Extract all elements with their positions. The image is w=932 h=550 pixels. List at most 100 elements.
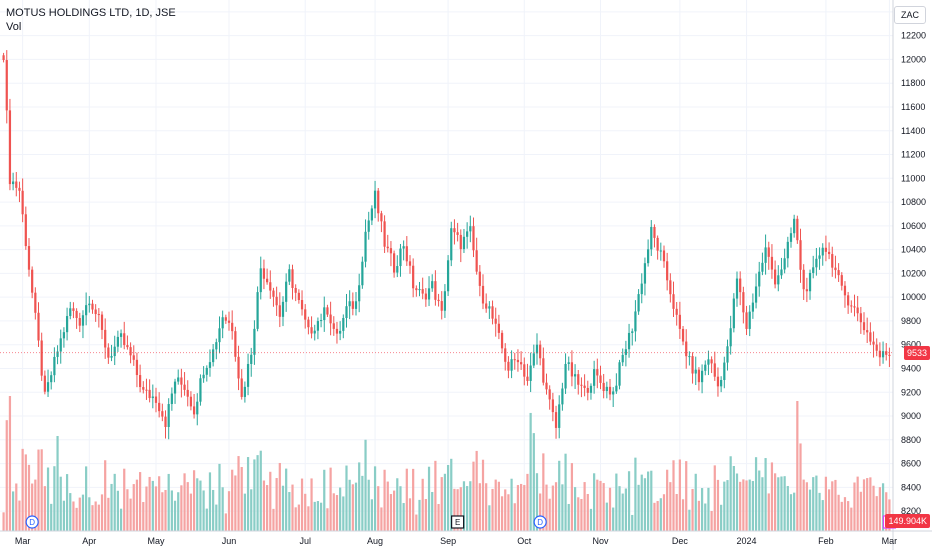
dividend-marker-icon bbox=[533, 515, 547, 529]
volume-bar bbox=[196, 478, 199, 531]
volume-bar bbox=[786, 486, 789, 531]
volume-bar bbox=[748, 479, 751, 531]
volume-bar bbox=[119, 508, 123, 531]
candle-body bbox=[402, 246, 405, 249]
candle-body bbox=[154, 396, 158, 403]
volume-bar bbox=[577, 497, 580, 531]
candle-body bbox=[545, 382, 548, 390]
x-tick-label: Feb bbox=[818, 536, 834, 546]
candle-body bbox=[186, 389, 189, 397]
volume-bar bbox=[466, 486, 469, 531]
candle-body bbox=[808, 272, 812, 292]
x-tick-label: Jun bbox=[222, 536, 237, 546]
candle-body bbox=[164, 416, 167, 427]
candle-body bbox=[659, 250, 662, 252]
candle-body bbox=[475, 250, 478, 272]
candle-body bbox=[218, 328, 221, 343]
candle-body bbox=[132, 355, 135, 360]
volume-bar bbox=[783, 476, 786, 531]
candle-body bbox=[208, 362, 212, 368]
volume-bar bbox=[589, 508, 593, 531]
candle-body bbox=[256, 292, 259, 329]
volume-bar bbox=[104, 460, 107, 531]
candle-body bbox=[243, 386, 246, 397]
candle-body bbox=[481, 285, 485, 304]
volume-bar bbox=[475, 450, 478, 531]
candle-body bbox=[221, 317, 224, 329]
volume-bar bbox=[180, 485, 183, 531]
volume-bar bbox=[815, 475, 818, 531]
candle-body bbox=[440, 301, 443, 311]
volume-bar bbox=[659, 498, 662, 531]
candle-body bbox=[408, 261, 412, 266]
volume-bar bbox=[126, 489, 129, 531]
candle-body bbox=[577, 374, 580, 385]
volume-bar bbox=[24, 454, 27, 531]
volume-bar bbox=[56, 436, 59, 531]
volume-bar bbox=[218, 463, 221, 531]
volume-bar bbox=[53, 466, 56, 531]
candle-body bbox=[170, 393, 173, 405]
candle-body bbox=[269, 282, 272, 291]
candle-body bbox=[885, 351, 888, 355]
volume-bar bbox=[573, 487, 577, 531]
volume-bar bbox=[266, 485, 269, 531]
currency-badge[interactable]: ZAC bbox=[894, 6, 926, 24]
volume-bar bbox=[383, 469, 386, 531]
candle-body bbox=[148, 389, 151, 399]
symbol-title[interactable]: MOTUS HOLDINGS LTD, 1D, JSE bbox=[6, 7, 176, 19]
volume-bar bbox=[94, 501, 97, 531]
volume-bar bbox=[291, 484, 294, 531]
candle-body bbox=[777, 275, 780, 285]
volume-bar bbox=[396, 478, 399, 531]
volume-bar bbox=[843, 497, 847, 531]
dividend-marker-icon bbox=[25, 515, 39, 529]
volume-bar bbox=[643, 478, 647, 531]
candle-body bbox=[377, 190, 380, 214]
volume-bar bbox=[662, 494, 666, 531]
candle-body bbox=[421, 289, 424, 294]
candle-body bbox=[786, 241, 789, 259]
volume-label[interactable]: Vol bbox=[6, 21, 22, 33]
volume-bar bbox=[300, 478, 304, 531]
volume-bar bbox=[504, 489, 507, 531]
candle-body bbox=[297, 292, 300, 300]
y-tick-label: 11200 bbox=[901, 150, 925, 160]
volume-bar bbox=[408, 498, 412, 531]
candle-body bbox=[85, 305, 88, 316]
candle-body bbox=[18, 187, 21, 191]
candle-body bbox=[821, 247, 824, 256]
volume-bar bbox=[319, 502, 323, 531]
candle-body bbox=[554, 412, 558, 428]
volume-bar bbox=[34, 479, 37, 531]
x-tick-label: Oct bbox=[517, 536, 532, 546]
x-tick-label: Apr bbox=[82, 536, 96, 546]
candle-body bbox=[15, 181, 18, 188]
volume-bar bbox=[593, 473, 596, 531]
candle-body bbox=[88, 303, 91, 306]
candle-body bbox=[224, 317, 227, 321]
y-tick-label: 8800 bbox=[901, 435, 921, 445]
volume-bar bbox=[37, 449, 40, 531]
candle-body bbox=[739, 278, 742, 293]
candle-body bbox=[278, 305, 281, 317]
candle-body bbox=[281, 301, 285, 317]
candle-body bbox=[478, 271, 481, 286]
candle-body bbox=[799, 240, 802, 270]
volume-bar bbox=[612, 507, 615, 531]
candle-body bbox=[313, 330, 316, 334]
volume-bar bbox=[313, 501, 316, 531]
volume-bar bbox=[637, 484, 640, 531]
volume-bar bbox=[186, 482, 189, 531]
candle-body bbox=[291, 269, 294, 288]
candle-body bbox=[856, 307, 859, 314]
candle-body bbox=[656, 237, 659, 251]
volume-bar bbox=[164, 489, 167, 531]
volume-bar bbox=[154, 486, 158, 531]
volume-bar bbox=[8, 396, 12, 531]
volume-bar bbox=[869, 477, 872, 531]
y-tick-label: 9600 bbox=[901, 340, 921, 350]
volume-bar bbox=[805, 482, 808, 531]
volume-bar bbox=[494, 479, 497, 531]
